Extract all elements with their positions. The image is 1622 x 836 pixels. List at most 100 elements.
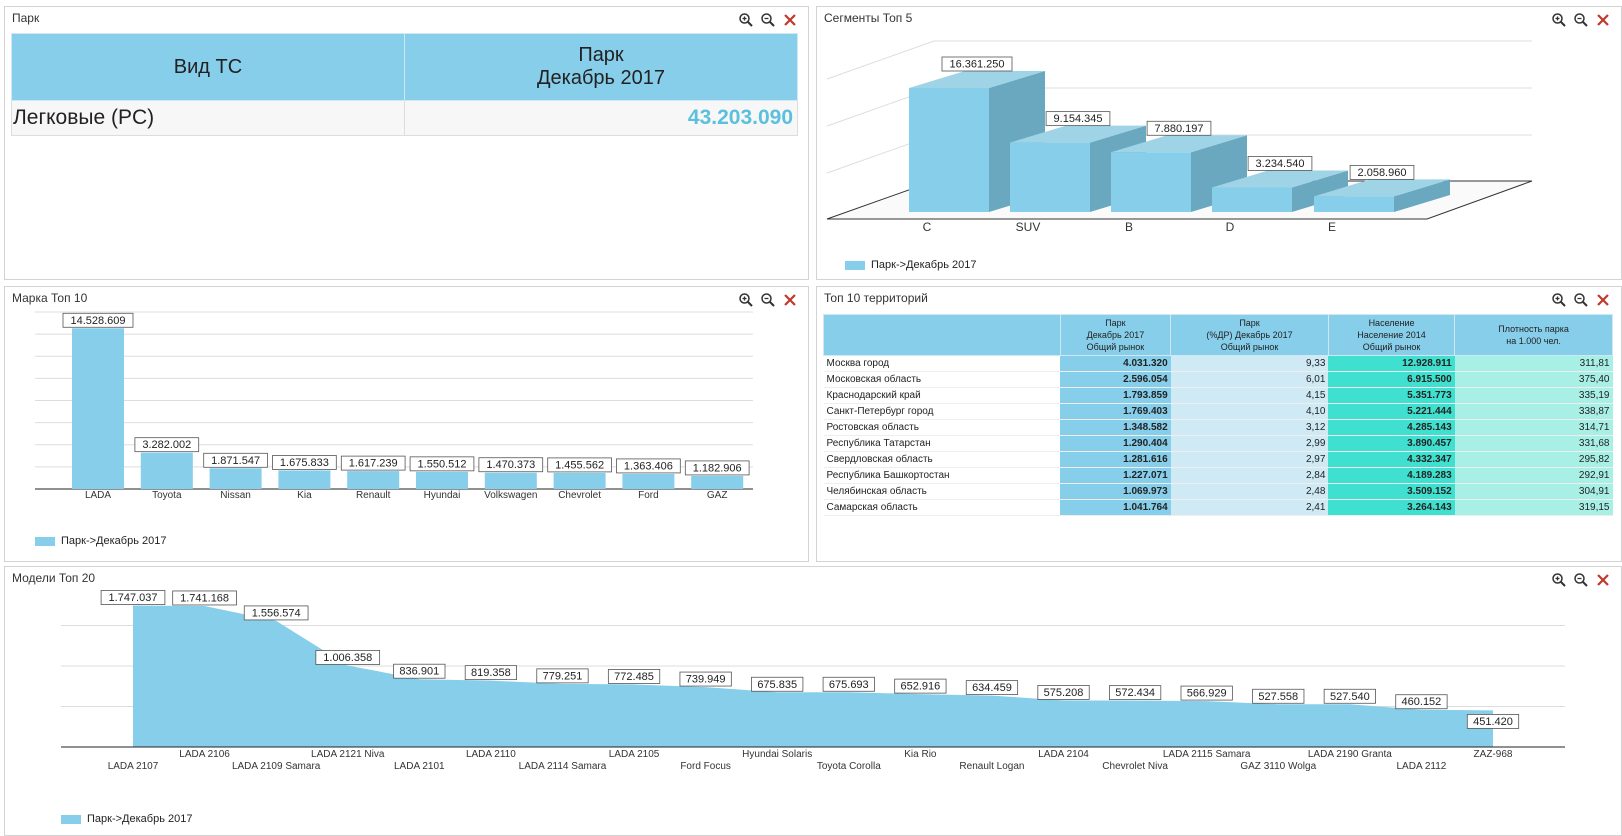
data-label-box (340, 455, 406, 471)
table-cell: Республика Татарстан (823, 435, 1061, 452)
segments-panel: Сегменты Топ 5 16.361.250 C 9.154.345 SUV 7.… (816, 6, 1622, 280)
legend-label: Парк->Декабрь 2017 (87, 813, 193, 825)
panel-toolbar (738, 292, 798, 308)
table-cell: 6,01 (1170, 371, 1329, 388)
zoom-out-icon[interactable] (760, 292, 776, 308)
data-label-text: 819.358 (471, 667, 511, 679)
tick-label: D (1226, 220, 1235, 234)
tick-label: Kia Rio (904, 749, 937, 760)
tick-label: LADA 2110 (466, 749, 516, 760)
territory-header-2: Парк (%ДР) Декабрь 2017 Общий рынок (1170, 314, 1329, 356)
panel-toolbar (1551, 572, 1611, 588)
data-label: 634.459 (965, 680, 1019, 696)
legend-label: Парк->Декабрь 2017 (871, 259, 977, 271)
data-label-text: 7.880.197 (1155, 123, 1204, 135)
brands-chart: 14.528.609 LADA 3.282.002 Toyota 1.871.547 Ni… (35, 311, 753, 501)
zoom-out-icon[interactable] (1573, 12, 1589, 28)
table-row: Самарская область 1.041.764 2,41 3.264.143 3… (823, 499, 1613, 516)
data-label-box (1045, 111, 1111, 127)
data-label-text: 16.361.250 (949, 59, 1004, 71)
close-icon[interactable] (782, 12, 798, 28)
data-label-box (1323, 688, 1376, 704)
tick-label: Kia (297, 490, 312, 501)
park-col-park: Парк Декабрь 2017 (404, 33, 798, 101)
legend-swatch (61, 814, 81, 824)
table-cell: Москва город (823, 355, 1061, 372)
data-label-text: 1.556.574 (252, 607, 301, 619)
tick-label: Renault (356, 490, 391, 501)
tick-label: LADA 2121 Niva (311, 749, 385, 760)
tick-label: LADA 2101 (394, 761, 445, 772)
data-label: 575.208 (1037, 685, 1090, 700)
data-label: 1.747.037 (100, 590, 166, 605)
table-cell: Свердловская область (823, 451, 1061, 468)
data-label: 1.006.358 (315, 650, 381, 665)
table-cell: 1.348.582 (1060, 419, 1171, 436)
data-label-box (1252, 688, 1305, 704)
tick-label: LADA 2106 (179, 749, 230, 760)
bar-top (1212, 170, 1348, 188)
table-cell: 3.264.143 (1328, 499, 1455, 516)
models-panel: Модели Топ 20 1.747.037 LADA 2107 1.741.16… (4, 566, 1622, 836)
zoom-in-icon[interactable] (738, 12, 754, 28)
data-label: 1.470.373 (478, 457, 544, 473)
tick-label: Chevrolet Niva (1102, 761, 1168, 772)
gridline (826, 40, 935, 80)
tick-label: LADA 2115 Samara (1163, 749, 1251, 760)
panel-toolbar (1551, 292, 1611, 308)
data-label: 1.550.512 (409, 456, 475, 472)
zoom-in-icon[interactable] (738, 292, 754, 308)
zoom-in-icon[interactable] (1551, 12, 1567, 28)
data-label-box (684, 460, 750, 476)
table-cell: Ростовская область (823, 419, 1061, 436)
data-label-box (1146, 120, 1212, 136)
data-label-box (100, 590, 166, 605)
data-label-text: 739.949 (686, 674, 726, 686)
data-label-text: 451.420 (1473, 716, 1513, 728)
data-label-text: 652.916 (900, 681, 940, 693)
table-cell: 5.351.773 (1328, 387, 1455, 404)
table-cell: 319,15 (1454, 499, 1613, 516)
data-label-text: 1.470.373 (486, 459, 535, 471)
zoom-in-icon[interactable] (1551, 292, 1567, 308)
tick-label: GAZ (707, 490, 728, 501)
data-label-box (409, 456, 475, 472)
bar (909, 88, 989, 212)
panel-title: Парк (12, 11, 40, 25)
table-cell: 2.596.054 (1060, 371, 1171, 388)
data-label-box (941, 56, 1013, 72)
table-cell: 338,87 (1454, 403, 1613, 420)
data-label-text: 1.675.833 (280, 457, 329, 469)
tick-label: Hyundai Solaris (742, 749, 812, 760)
table-cell: 1.281.616 (1060, 451, 1171, 468)
tick-label: E (1328, 220, 1336, 234)
table-cell: 4.031.320 (1060, 355, 1171, 372)
zoom-out-icon[interactable] (1573, 292, 1589, 308)
close-icon[interactable] (782, 292, 798, 308)
zoom-out-icon[interactable] (760, 12, 776, 28)
tick-label: Ford (638, 490, 659, 501)
tick-label: Chevrolet (558, 490, 601, 501)
table-row: Москва город 4.031.320 9,33 12.928.911 311,8… (823, 355, 1613, 372)
table-cell: 6.915.500 (1328, 371, 1455, 388)
data-label-box (1349, 164, 1415, 180)
close-icon[interactable] (1595, 12, 1611, 28)
table-cell: 331,68 (1454, 435, 1613, 452)
table-row: Ростовская область 1.348.582 3,12 4.285.143… (823, 419, 1613, 436)
close-icon[interactable] (1595, 292, 1611, 308)
table-row: Республика Башкортостан 1.227.071 2,84 4.18… (823, 467, 1613, 484)
data-label-box (822, 676, 875, 692)
table-cell: 304,91 (1454, 483, 1613, 500)
data-label-box (616, 458, 681, 474)
data-label-box (62, 312, 134, 328)
zoom-in-icon[interactable] (1551, 572, 1567, 588)
zoom-out-icon[interactable] (1573, 572, 1589, 588)
data-label: 572.434 (1109, 685, 1162, 701)
data-label-box (607, 669, 661, 684)
data-label: 1.556.574 (243, 605, 309, 621)
data-label: 779.251 (536, 668, 589, 684)
close-icon[interactable] (1595, 572, 1611, 588)
table-cell: 1.069.973 (1060, 483, 1171, 500)
bar (1314, 196, 1394, 212)
panel-title: Сегменты Топ 5 (824, 11, 913, 25)
